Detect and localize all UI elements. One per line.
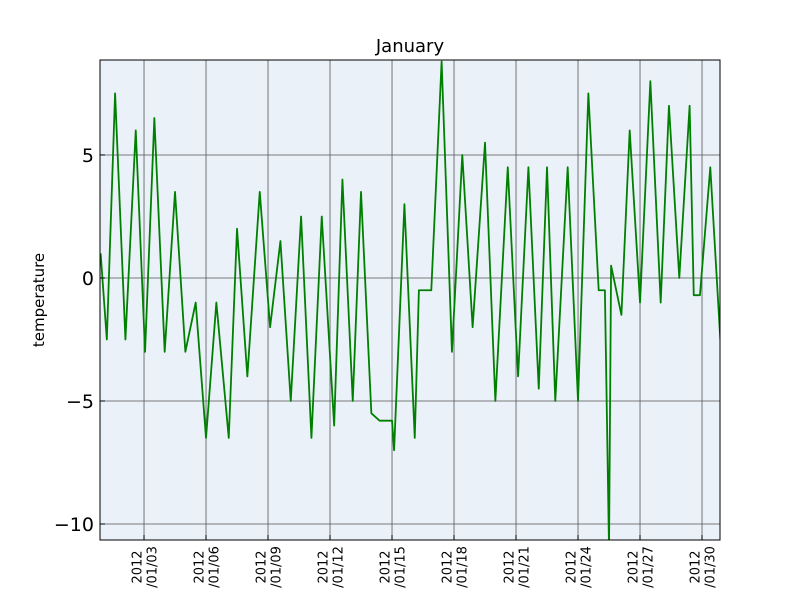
x-tick-label: 2012/01/06: [193, 546, 223, 588]
y-axis-label: temperature: [30, 253, 48, 347]
x-tick-label: 2012/01/30: [689, 546, 719, 588]
x-tick-label: 2012/01/27: [627, 546, 657, 588]
plot-frame: [99, 59, 721, 541]
x-tick-label: 2012/01/24: [565, 546, 595, 588]
x-tick-label: 2012/01/15: [379, 546, 409, 588]
y-tick-label: −10: [54, 514, 94, 536]
plot-area: [100, 60, 720, 540]
chart-title: January: [375, 36, 445, 57]
x-tick-label: 2012/01/12: [317, 546, 347, 588]
y-tick-label: 0: [82, 268, 94, 290]
x-tick-label: 2012/01/21: [503, 546, 533, 588]
y-tick-label: −5: [66, 391, 94, 413]
line-series: [100, 60, 720, 540]
x-tick-label: 2012/01/09: [255, 546, 285, 588]
x-tick-label: 2012/01/03: [131, 546, 161, 588]
x-tick-label: 2012/01/18: [441, 546, 471, 588]
y-tick-label: 5: [82, 145, 94, 167]
